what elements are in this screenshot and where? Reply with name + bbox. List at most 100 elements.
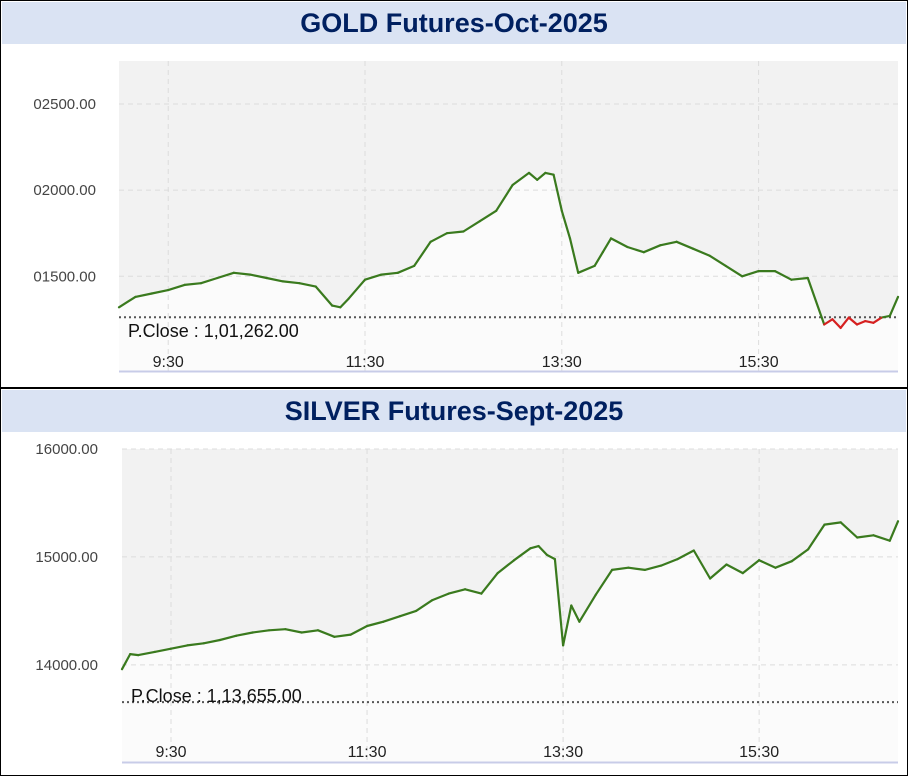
series-segment	[847, 316, 859, 326]
series-segment	[570, 604, 581, 623]
data-point	[644, 569, 646, 571]
x-tick-label: 11:30	[348, 744, 387, 761]
data-point	[317, 629, 319, 632]
x-tick-label: 9:30	[155, 744, 186, 761]
series-segment	[415, 599, 434, 612]
data-point	[235, 634, 238, 637]
series-area	[122, 521, 898, 762]
series-segment	[806, 276, 826, 326]
data-point	[315, 285, 317, 288]
data-point	[462, 230, 465, 233]
series-segment	[183, 282, 203, 286]
data-point	[552, 173, 555, 176]
series-segment	[839, 521, 859, 539]
series-segment	[545, 553, 557, 561]
data-point	[429, 241, 432, 243]
data-point	[284, 628, 287, 630]
gold-chart-svg: 02500.00 02000.00 01500.00 9:30 11:30 13:30 15…	[33, 61, 900, 373]
series-segment	[380, 271, 399, 276]
data-point	[675, 241, 678, 243]
series-area	[119, 172, 898, 371]
data-point	[480, 592, 483, 595]
data-point	[742, 572, 744, 574]
silver-chart-svg: 16000.00 15000.00 14000.00 9:30 11:30 13:30 15…	[35, 441, 900, 764]
series-segment	[347, 278, 367, 300]
series-segment	[218, 634, 238, 642]
series-segment	[774, 560, 793, 569]
series-segment	[675, 240, 695, 250]
series-segment	[888, 520, 900, 542]
data-point	[880, 316, 883, 319]
series-segment	[725, 563, 744, 575]
data-point	[528, 172, 530, 174]
data-point	[167, 289, 169, 291]
series-segment	[536, 171, 547, 181]
data-point	[495, 210, 498, 212]
data-point	[807, 277, 809, 279]
series-segment	[659, 558, 679, 567]
series-segment	[757, 559, 777, 569]
data-point	[872, 322, 875, 324]
series-segment	[553, 558, 565, 647]
data-point	[840, 521, 842, 524]
data-point	[708, 254, 711, 257]
series-segment	[339, 297, 350, 309]
series-segment	[429, 232, 449, 243]
series-segment	[169, 644, 189, 650]
data-point	[513, 559, 515, 561]
series-segment	[478, 209, 498, 223]
data-point	[153, 651, 156, 653]
series-segment	[153, 647, 173, 653]
data-point	[872, 534, 875, 537]
series-segment	[316, 629, 336, 638]
series-segment	[331, 304, 342, 309]
pclose-label: P.Close : 1,01,262.00	[128, 321, 299, 341]
series-segment	[186, 642, 205, 647]
series-segment	[298, 282, 317, 288]
series-segment	[137, 650, 156, 657]
y-tick-label: 15000.00	[35, 549, 98, 566]
data-point	[856, 323, 858, 326]
data-point	[447, 592, 450, 595]
series-segment	[396, 264, 416, 274]
series-segment	[839, 316, 850, 329]
y-tick-label: 14000.00	[35, 657, 98, 674]
data-point	[151, 292, 153, 295]
series-segment	[610, 566, 630, 571]
data-point	[398, 615, 401, 618]
data-point	[216, 277, 219, 279]
series-segment	[856, 534, 875, 539]
data-point	[364, 278, 366, 281]
data-point	[692, 247, 694, 250]
series-segment	[300, 629, 320, 634]
data-point	[610, 237, 612, 240]
series-segment	[249, 273, 268, 280]
series-segment	[363, 273, 383, 281]
series-segment	[872, 534, 891, 542]
series-segment	[568, 237, 580, 274]
data-point	[823, 523, 826, 526]
data-point	[298, 282, 301, 285]
data-point	[170, 647, 172, 650]
series-segment	[552, 173, 563, 212]
series-segment	[880, 314, 891, 319]
series-segment	[333, 633, 352, 638]
data-point	[831, 318, 834, 321]
series-segment	[560, 209, 572, 240]
data-point	[757, 270, 760, 272]
x-tick-label: 13:30	[542, 354, 582, 371]
series-segment	[741, 270, 760, 278]
data-point	[569, 237, 571, 240]
data-point	[536, 179, 538, 181]
data-point	[233, 272, 235, 274]
data-point	[300, 631, 303, 634]
data-point	[709, 577, 711, 580]
data-point	[496, 572, 499, 574]
series-segment	[577, 264, 596, 274]
data-point	[339, 306, 342, 309]
data-point	[183, 284, 186, 286]
data-point	[577, 272, 579, 274]
data-point	[121, 668, 123, 670]
data-point	[807, 548, 809, 551]
x-tick-label: 9:30	[153, 354, 184, 371]
